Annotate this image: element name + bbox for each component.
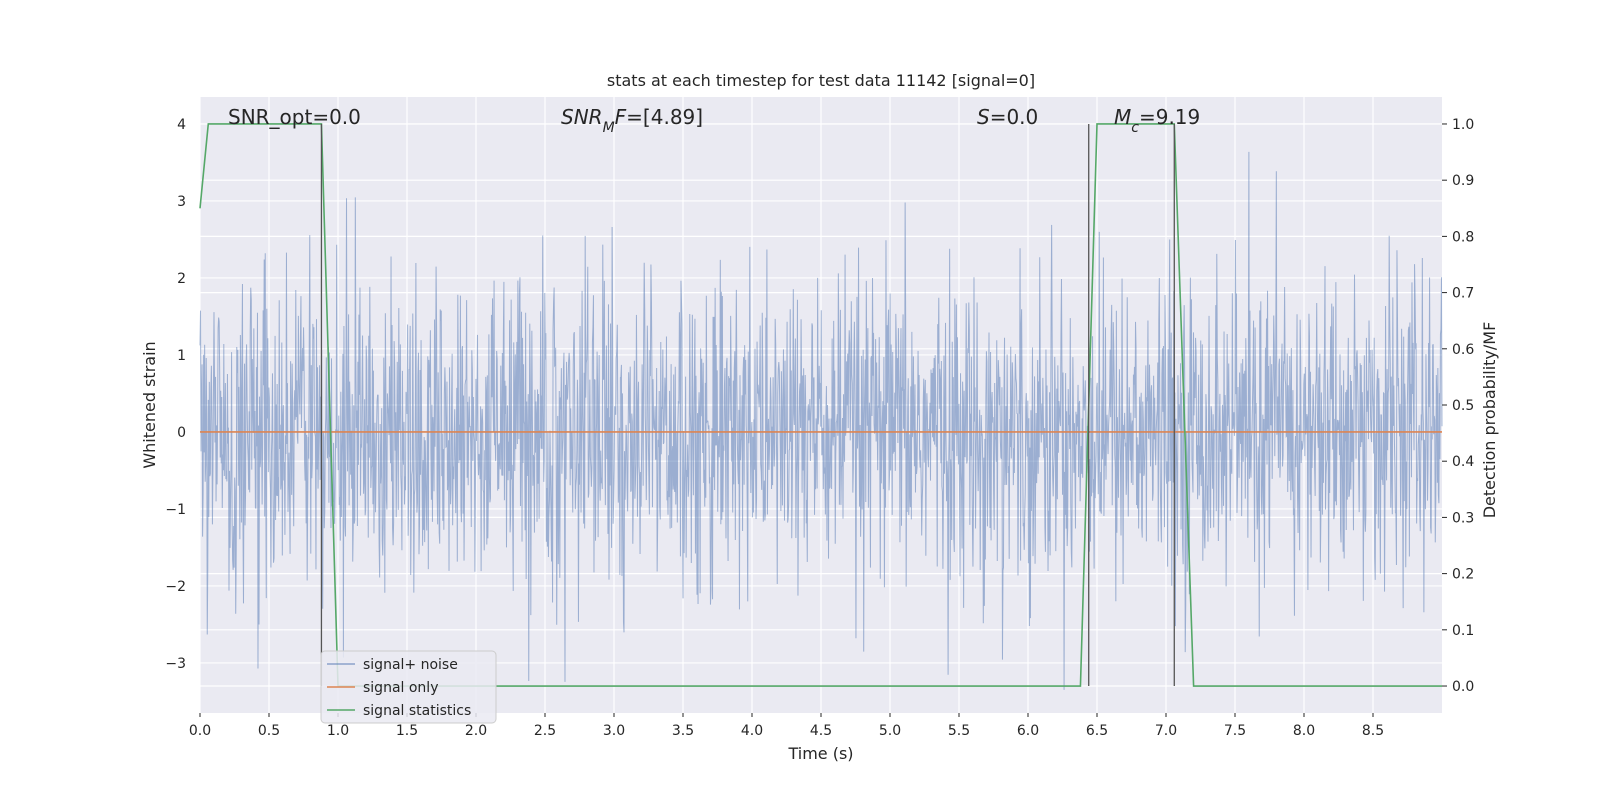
- x-tick-label-4: 2.0: [465, 723, 487, 739]
- vertical-markers: [320, 123, 1175, 687]
- annotations: SNR_opt=0.0 SNRMF=[4.89] S=0.0 Mc=9.19: [228, 105, 1200, 136]
- y2-tick-label-1: 0.1: [1452, 623, 1474, 639]
- x-tick-label-16: 8.0: [1293, 723, 1315, 739]
- x-tick-label-5: 2.5: [534, 723, 556, 739]
- y2-tick-label-5: 0.5: [1452, 398, 1474, 414]
- y2-tick-label-8: 0.8: [1452, 229, 1474, 245]
- chart-title: stats at each timestep for test data 111…: [607, 71, 1035, 90]
- x-tick-label-15: 7.5: [1224, 723, 1246, 739]
- y2-tick-label-0: 0.0: [1452, 679, 1474, 695]
- y-tick-label-6: 3: [177, 194, 186, 210]
- x-tick-label-14: 7.0: [1155, 723, 1177, 739]
- y2-tick-label-10: 1.0: [1452, 117, 1474, 133]
- y-tick-label-5: 2: [177, 271, 186, 287]
- y2-axis-label: Detection probability/MF: [1480, 322, 1499, 519]
- legend-label-1: signal only: [363, 680, 438, 696]
- y-axis-label: Whitened strain: [140, 341, 159, 468]
- series-signal-plus-noise: [199, 151, 1443, 690]
- y2-tick-label-3: 0.3: [1452, 510, 1474, 526]
- y-tick-label-1: −2: [165, 579, 186, 595]
- x-tick-label-10: 5.0: [879, 723, 901, 739]
- y2-tick-label-2: 0.2: [1452, 567, 1474, 583]
- signal-plus-noise-series: [199, 151, 1443, 690]
- x-tick-label-17: 8.5: [1362, 723, 1384, 739]
- y2-axis-ticks: 0.0 0.1 0.2 0.3 0.4 0.5 0.6 0.7 0.8 0.9 1.0: [1442, 117, 1474, 695]
- y2-tick-label-6: 0.6: [1452, 342, 1474, 358]
- x-tick-label-1: 0.5: [258, 723, 280, 739]
- annotation-snr-mf: SNRMF=[4.89]: [561, 105, 703, 136]
- legend-box: [320, 650, 497, 724]
- x-axis-label: Time (s): [787, 744, 853, 763]
- y-tick-label-3: 0: [177, 425, 186, 441]
- y2-tick-label-7: 0.7: [1452, 286, 1474, 302]
- x-tick-label-3: 1.5: [396, 723, 418, 739]
- y-axis-ticks: −3 −2 −1 0 1 2 3 4: [165, 117, 186, 672]
- x-tick-label-0: 0.0: [189, 723, 211, 739]
- x-axis-ticks: 0.0 0.5 1.0 1.5 2.0 2.5 3.0 3.5 4.0 4.5 5.0 5.5 6.0 6…: [189, 713, 1384, 739]
- x-tick-label-6: 3.0: [603, 723, 625, 739]
- annotation-s: S=0.0: [977, 105, 1038, 129]
- x-tick-label-8: 4.0: [741, 723, 763, 739]
- x-tick-label-11: 5.5: [948, 723, 970, 739]
- x-tick-label-13: 6.5: [1086, 723, 1108, 739]
- y-tick-label-0: −3: [165, 656, 186, 672]
- legend-label-2: signal statistics: [363, 703, 471, 719]
- legend-label-0: signal+ noise: [363, 657, 458, 673]
- x-tick-label-7: 3.5: [672, 723, 694, 739]
- annotation-mc: Mc=9.19: [1114, 105, 1200, 136]
- y2-tick-label-4: 0.4: [1452, 454, 1474, 470]
- y2-tick-label-9: 0.9: [1452, 173, 1474, 189]
- x-tick-label-9: 4.5: [810, 723, 832, 739]
- annotation-snr-opt: SNR_opt=0.0: [228, 105, 361, 129]
- x-tick-label-2: 1.0: [327, 723, 349, 739]
- y-tick-label-4: 1: [177, 348, 186, 364]
- y-tick-label-7: 4: [177, 117, 186, 133]
- legend: signal+ noise signal only signal statistic…: [320, 650, 497, 724]
- x-tick-label-12: 6.0: [1017, 723, 1039, 739]
- y-tick-label-2: −1: [165, 502, 186, 518]
